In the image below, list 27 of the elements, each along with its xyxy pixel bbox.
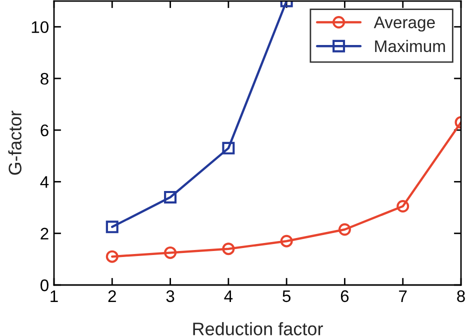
- point: [280, 234, 293, 248]
- x-axis-title: Reduction factor: [193, 322, 323, 336]
- x-tick-label: 8: [457, 290, 465, 302]
- x-tick-label: 4: [224, 290, 233, 302]
- y-tick-label: 8: [40, 72, 48, 85]
- legend-label: Average: [374, 16, 435, 32]
- x-tick-label: 3: [166, 290, 174, 302]
- y-tick-label: 6: [40, 124, 48, 136]
- point: [338, 223, 351, 236]
- x-tick-label: 7: [399, 290, 407, 302]
- x-tick-label: 1: [50, 290, 58, 302]
- point: [164, 190, 177, 204]
- point: [222, 242, 235, 256]
- y-axis-title: G-factor: [8, 110, 22, 175]
- point: [164, 246, 177, 259]
- x-tick-label: 5: [282, 290, 291, 302]
- y-tick-label: 10: [32, 21, 48, 34]
- y-tick-label: 2: [40, 228, 48, 240]
- x-tick-label: 6: [340, 290, 349, 302]
- x-tick-label: 2: [108, 290, 116, 302]
- y-tick-label: 0: [40, 279, 48, 292]
- point: [106, 220, 118, 234]
- point: [222, 142, 235, 154]
- point: [396, 200, 410, 213]
- y-tick-label: 4: [40, 176, 49, 188]
- legend-label: Maximum: [375, 40, 445, 52]
- point: [106, 250, 118, 263]
